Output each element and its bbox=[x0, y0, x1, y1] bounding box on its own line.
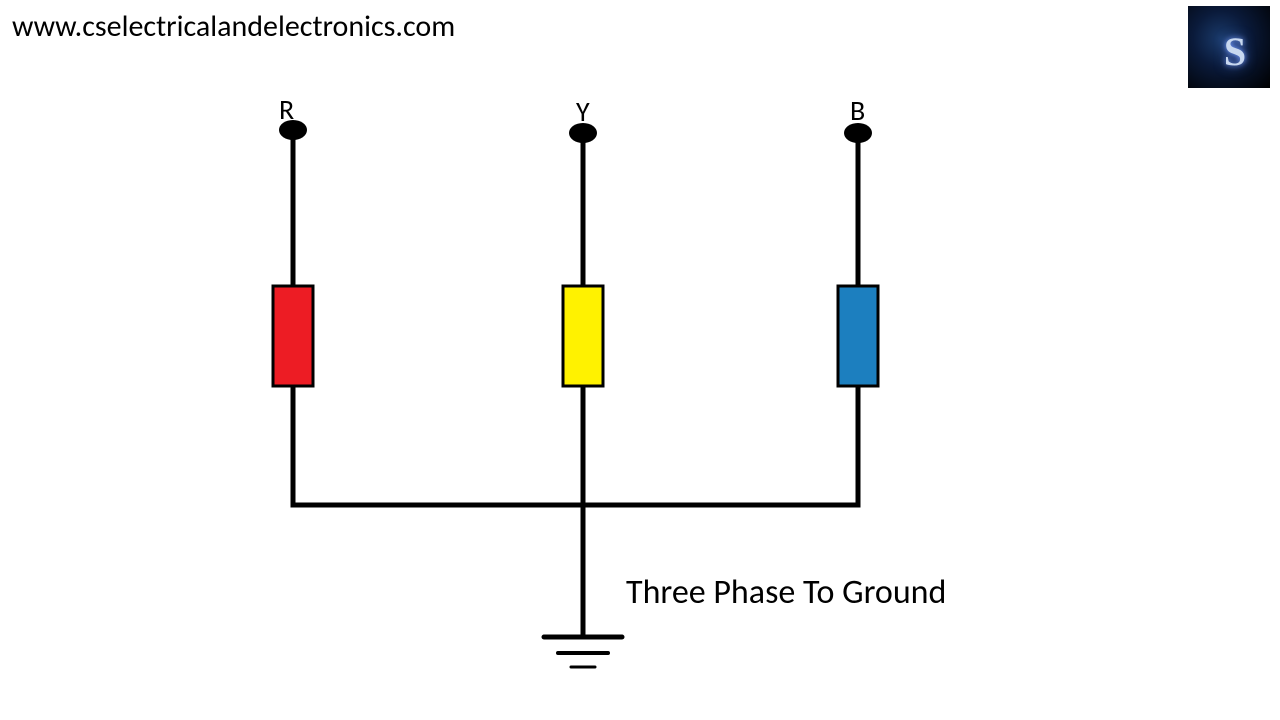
phase-block-r bbox=[273, 286, 313, 386]
diagram-title: Three Phase To Ground bbox=[626, 572, 946, 613]
phase-block-b bbox=[838, 286, 878, 386]
phase-label-r: R bbox=[279, 92, 294, 127]
phase-label-y: Y bbox=[576, 94, 590, 129]
phase-block-y bbox=[563, 286, 603, 386]
phase-label-b: B bbox=[850, 93, 865, 128]
